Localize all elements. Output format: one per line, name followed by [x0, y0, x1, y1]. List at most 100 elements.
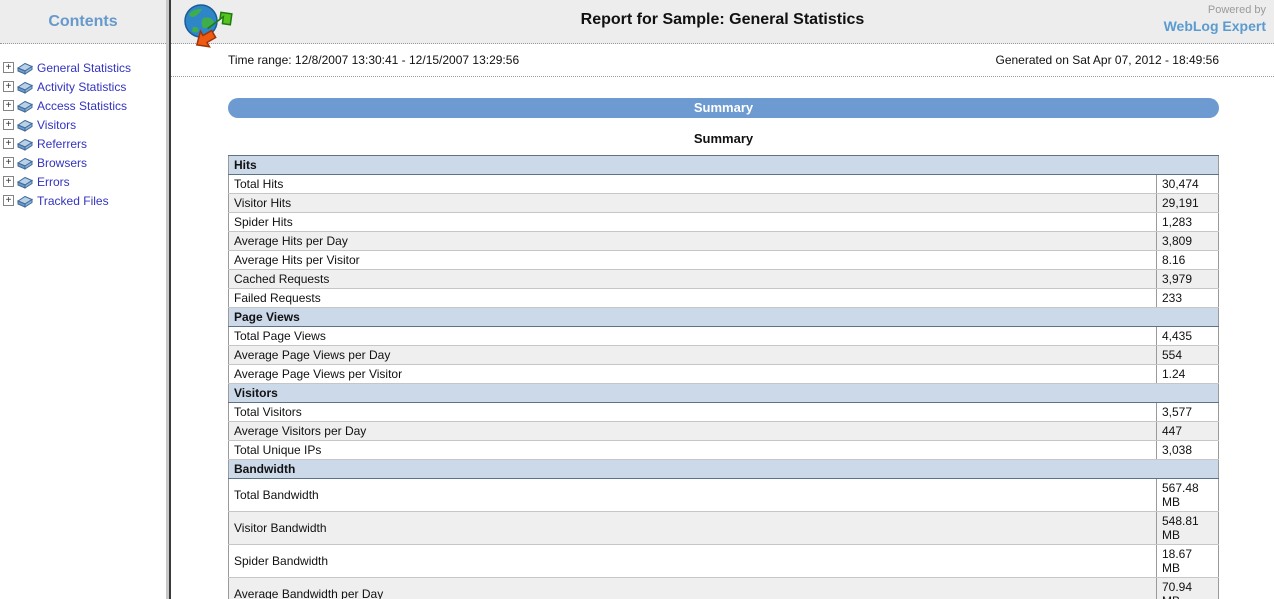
expand-plus-icon[interactable]: + [3, 176, 14, 187]
sidebar-title: Contents [48, 12, 118, 30]
table-row-total-visitors: Total Visitors 3,577 [228, 402, 1219, 422]
sidebar-item-referrers[interactable]: + Referrers [3, 134, 166, 153]
metric-label: Spider Bandwidth [228, 544, 1157, 578]
sidebar-item-label[interactable]: Errors [37, 174, 70, 189]
metric-value: 70.94 MB [1156, 577, 1219, 599]
table-row-visitor-hits: Visitor Hits 29,191 [228, 193, 1219, 213]
section-header-visitors: Visitors [228, 383, 1219, 403]
metric-value: 3,809 [1156, 231, 1219, 251]
sidebar-item-label[interactable]: Tracked Files [37, 193, 109, 208]
expand-plus-icon[interactable]: + [3, 119, 14, 130]
sidebar-header: Contents [0, 0, 166, 44]
metric-value: 554 [1156, 345, 1219, 365]
time-range-text: Time range: 12/8/2007 13:30:41 - 12/15/2… [228, 53, 520, 67]
expand-plus-icon[interactable]: + [3, 157, 14, 168]
weblog-expert-brand[interactable]: WebLog Expert [1163, 17, 1266, 34]
table-row-spider-hits: Spider Hits 1,283 [228, 212, 1219, 232]
metric-label: Total Unique IPs [228, 440, 1157, 460]
sidebar-item-label[interactable]: Visitors [37, 117, 77, 132]
book-icon [17, 157, 33, 170]
table-row-total-hits: Total Hits 30,474 [228, 174, 1219, 194]
table-row-cached-requests: Cached Requests 3,979 [228, 269, 1219, 289]
sidebar-item-activity-statistics[interactable]: + Activity Statistics [3, 77, 166, 96]
powered-by-block: Powered by WebLog Expert [1164, 4, 1266, 35]
metric-value: 447 [1156, 421, 1219, 441]
table-row-average-hits-per-day: Average Hits per Day 3,809 [228, 231, 1219, 251]
book-icon [17, 100, 33, 113]
sidebar-item-general-statistics[interactable]: + General Statistics [3, 58, 166, 77]
section-title: Page Views [228, 307, 1219, 327]
metric-label: Total Page Views [228, 326, 1157, 346]
metric-label: Average Hits per Visitor [228, 250, 1157, 270]
report-header-band: Report for Sample: General Statistics Po… [171, 0, 1274, 48]
globe-with-arrows-icon [184, 4, 233, 48]
metric-label: Average Page Views per Visitor [228, 364, 1157, 384]
metric-label: Average Hits per Day [228, 231, 1157, 251]
table-row-total-unique-ips: Total Unique IPs 3,038 [228, 440, 1219, 460]
table-row-visitor-bandwidth: Visitor Bandwidth 548.81 MB [228, 511, 1219, 545]
metric-label: Average Page Views per Day [228, 345, 1157, 365]
metric-value: 29,191 [1156, 193, 1219, 213]
expand-plus-icon[interactable]: + [3, 195, 14, 206]
page-title: Report for Sample: General Statistics [580, 11, 865, 28]
sidebar-divider [166, 0, 171, 599]
sidebar-item-label[interactable]: Browsers [37, 155, 88, 170]
metric-value: 3,577 [1156, 402, 1219, 422]
expand-plus-icon[interactable]: + [3, 62, 14, 73]
report-meta-row: Time range: 12/8/2007 13:30:41 - 12/15/2… [171, 44, 1274, 77]
summary-banner: Summary [228, 98, 1219, 118]
metric-value: 567.48 MB [1156, 478, 1219, 512]
metric-value: 548.81 MB [1156, 511, 1219, 545]
metric-label: Average Bandwidth per Day [228, 577, 1157, 599]
metric-label: Failed Requests [228, 288, 1157, 308]
sidebar-item-access-statistics[interactable]: + Access Statistics [3, 96, 166, 115]
table-row-failed-requests: Failed Requests 233 [228, 288, 1219, 308]
metric-label: Average Visitors per Day [228, 421, 1157, 441]
sidebar-item-label[interactable]: Referrers [37, 136, 88, 151]
book-icon [17, 62, 33, 75]
metric-value: 233 [1156, 288, 1219, 308]
contents-sidebar: Contents + General Statistics + Activity St… [0, 0, 166, 599]
section-header-page-views: Page Views [228, 307, 1219, 327]
table-row-average-page-views-per-day: Average Page Views per Day 554 [228, 345, 1219, 365]
metric-label: Total Hits [228, 174, 1157, 194]
sidebar-item-errors[interactable]: + Errors [3, 172, 166, 191]
section-header-hits: Hits [228, 155, 1219, 175]
book-icon [17, 176, 33, 189]
metric-label: Visitor Bandwidth [228, 511, 1157, 545]
metric-label: Total Bandwidth [228, 478, 1157, 512]
table-row-spider-bandwidth: Spider Bandwidth 18.67 MB [228, 544, 1219, 578]
section-title: Hits [228, 155, 1219, 175]
section-title: Visitors [228, 383, 1219, 403]
metric-label: Spider Hits [228, 212, 1157, 232]
sidebar-item-label[interactable]: Activity Statistics [37, 79, 127, 94]
table-row-total-page-views: Total Page Views 4,435 [228, 326, 1219, 346]
metric-value: 1,283 [1156, 212, 1219, 232]
table-row-average-page-views-per-visitor: Average Page Views per Visitor 1.24 [228, 364, 1219, 384]
section-title: Bandwidth [228, 459, 1219, 479]
powered-by-label: Powered by [1207, 4, 1266, 16]
sidebar-item-tracked-files[interactable]: + Tracked Files [3, 191, 166, 210]
book-icon [17, 81, 33, 94]
table-row-average-hits-per-visitor: Average Hits per Visitor 8.16 [228, 250, 1219, 270]
book-icon [17, 138, 33, 151]
sidebar-item-label[interactable]: Access Statistics [37, 98, 128, 113]
metric-value: 3,979 [1156, 269, 1219, 289]
metric-value: 4,435 [1156, 326, 1219, 346]
summary-table: Hits Total Hits 30,474 Visitor Hits 29,191 Sp… [228, 155, 1219, 599]
metric-value: 18.67 MB [1156, 544, 1219, 578]
metric-value: 30,474 [1156, 174, 1219, 194]
report-main: Report for Sample: General Statistics Po… [171, 0, 1274, 599]
summary-heading: Summary [693, 131, 754, 146]
expand-plus-icon[interactable]: + [3, 81, 14, 92]
metric-value: 1.24 [1156, 364, 1219, 384]
book-icon [17, 195, 33, 208]
sidebar-item-browsers[interactable]: + Browsers [3, 153, 166, 172]
expand-plus-icon[interactable]: + [3, 138, 14, 149]
metric-label: Visitor Hits [228, 193, 1157, 213]
expand-plus-icon[interactable]: + [3, 100, 14, 111]
sidebar-item-visitors[interactable]: + Visitors [3, 115, 166, 134]
sidebar-item-label[interactable]: General Statistics [37, 60, 132, 75]
